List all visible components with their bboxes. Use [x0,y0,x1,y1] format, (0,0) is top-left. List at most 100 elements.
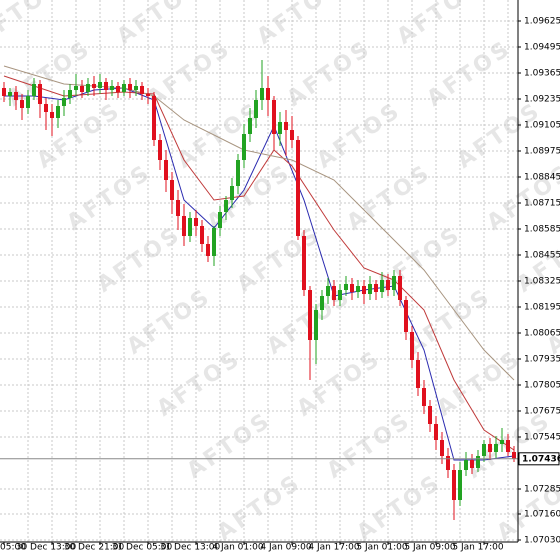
x-tick-label: 4 Jan 09:00 [260,543,312,552]
candle-body [230,186,234,200]
candle-body [314,310,318,340]
y-tick-label: 1.07805 [524,381,560,391]
candle-body [236,160,240,186]
watermark: AFTOS [493,470,560,546]
watermark: AFTOS [123,284,216,360]
watermark: AFTOS [293,346,386,422]
y-tick-label: 1.09365 [524,69,560,79]
candle-body [182,216,186,236]
candle-body [224,200,228,212]
watermark: AFTOS [253,0,346,50]
candle-body [32,84,36,96]
y-tick-label: 1.08845 [524,173,560,183]
candle-body [152,96,156,140]
current-price-label: 1.07436 [522,454,560,464]
candle-body [98,82,102,88]
candle-body [116,86,120,92]
y-tick-label: 1.08455 [524,251,560,261]
candle-body [410,332,414,360]
candle-body [110,86,114,90]
y-tick-label: 1.09105 [524,121,560,131]
candle-body [80,86,84,92]
candle-body [14,92,18,100]
candle-body [488,444,492,452]
watermark: AFTOS [233,222,326,298]
candle-body [158,140,162,160]
candle-body [386,280,390,290]
candle-body [452,470,456,500]
candle-body [350,284,354,292]
y-tick-label: 1.08065 [524,329,560,339]
candle-body [188,218,192,236]
watermark: AFTOS [153,346,246,422]
candle-body [404,300,408,332]
y-tick-label: 1.09235 [524,95,560,105]
y-tick-label: 1.07030 [524,536,560,546]
watermark: AFTOS [353,470,446,546]
candle-body [320,296,324,310]
candle-body [302,236,306,290]
candle-body [200,226,204,244]
candle-body [458,470,462,500]
candle-body [86,84,90,92]
x-tick-label: 31 Dec 13:00 [160,543,221,552]
candle-body [206,244,210,256]
watermark: AFTOS [0,0,66,50]
candle-body [446,456,450,470]
y-tick-label: 1.08195 [524,303,560,313]
watermark: AFTOS [343,160,436,236]
candle-body [254,100,258,118]
candle-body [8,92,12,96]
candle-body [428,406,432,424]
candle-body [20,100,24,108]
candle-body [416,360,420,388]
candle-body [482,444,486,456]
candle-body [140,86,144,94]
x-tick-label: 05:00 [0,543,26,552]
candle-body [194,218,198,226]
candle-body [434,424,438,440]
candle-body [128,84,132,90]
candle-body [278,122,282,134]
candle-body [260,88,264,100]
y-tick-label: 1.08715 [524,199,560,209]
candle-body [356,286,360,292]
candle-body [134,86,138,90]
candle-body [512,452,516,459]
candle-body [218,212,222,228]
y-tick-label: 1.07545 [524,433,560,443]
candle-body [146,94,150,96]
candle-body [170,180,174,200]
y-tick-label: 1.07675 [524,407,560,417]
candle-body [164,160,168,180]
current-price-box [518,452,560,466]
y-tick-label: 1.08975 [524,147,560,157]
candle-body [68,90,72,98]
candle-body [470,460,474,468]
candle-body [464,460,468,470]
watermark: AFTOS [113,0,206,50]
watermark: AFTOS [173,98,266,174]
watermark: AFTOS [543,284,560,360]
x-tick-label: 30 Dec 13:00 [16,543,77,552]
watermark: AFTOS [403,284,496,360]
candle-body [338,290,342,300]
x-tick-label: 4 Jan 01:00 [212,543,264,552]
candle-body [326,286,330,296]
watermark: AFTOS [183,408,276,484]
candle-body [176,200,180,216]
candle-body [422,388,426,406]
candle-body [272,100,276,134]
x-tick-label: 30 Dec 21:00 [64,543,125,552]
candle-body [296,140,300,236]
x-tick-label: 4 Jan 17:00 [308,543,360,552]
watermark: AFTOS [323,408,416,484]
candle-body [344,284,348,290]
y-tick-label: 1.07285 [524,485,560,495]
candle-body [476,456,480,468]
watermark: AFTOS [433,346,526,422]
candle-body [44,104,48,112]
candle-body [500,440,504,444]
